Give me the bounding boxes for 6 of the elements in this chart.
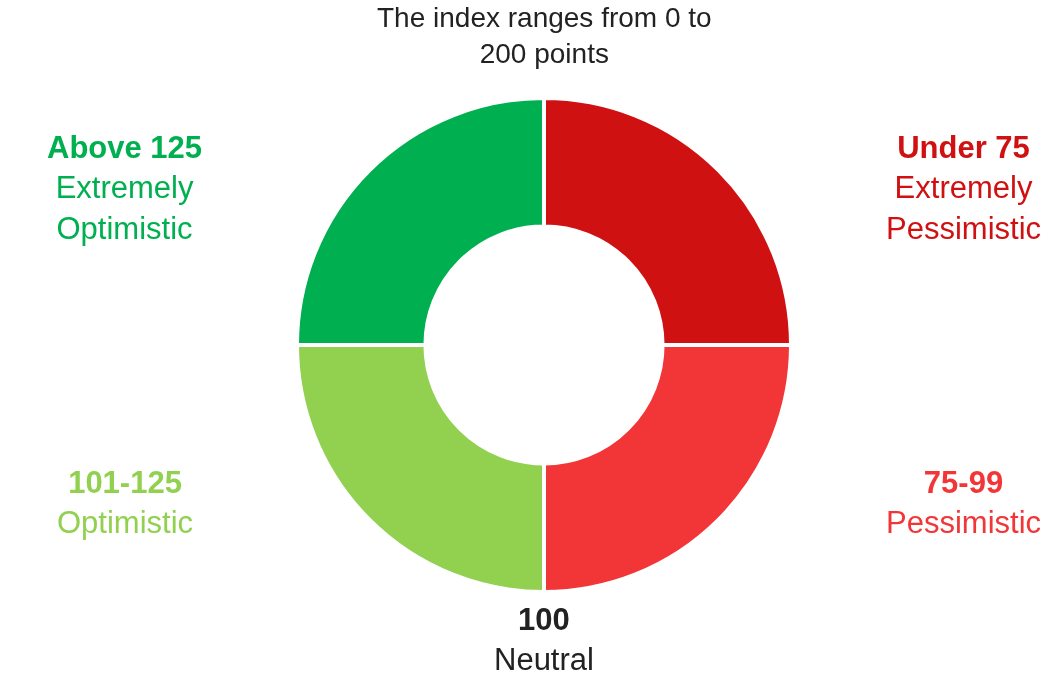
slice-label: 101-125 Optimistic [57, 465, 194, 541]
chart-title: The index ranges from 0 to 200 points [377, 2, 712, 70]
slice-label: Above 125 Extremely Optimistic [47, 130, 203, 246]
slice-label: Under 75 Extremely Pessimistic [886, 130, 1042, 246]
text: 100 Neutral [494, 602, 594, 678]
slice-label: 75-99 Pessimistic [886, 465, 1042, 541]
